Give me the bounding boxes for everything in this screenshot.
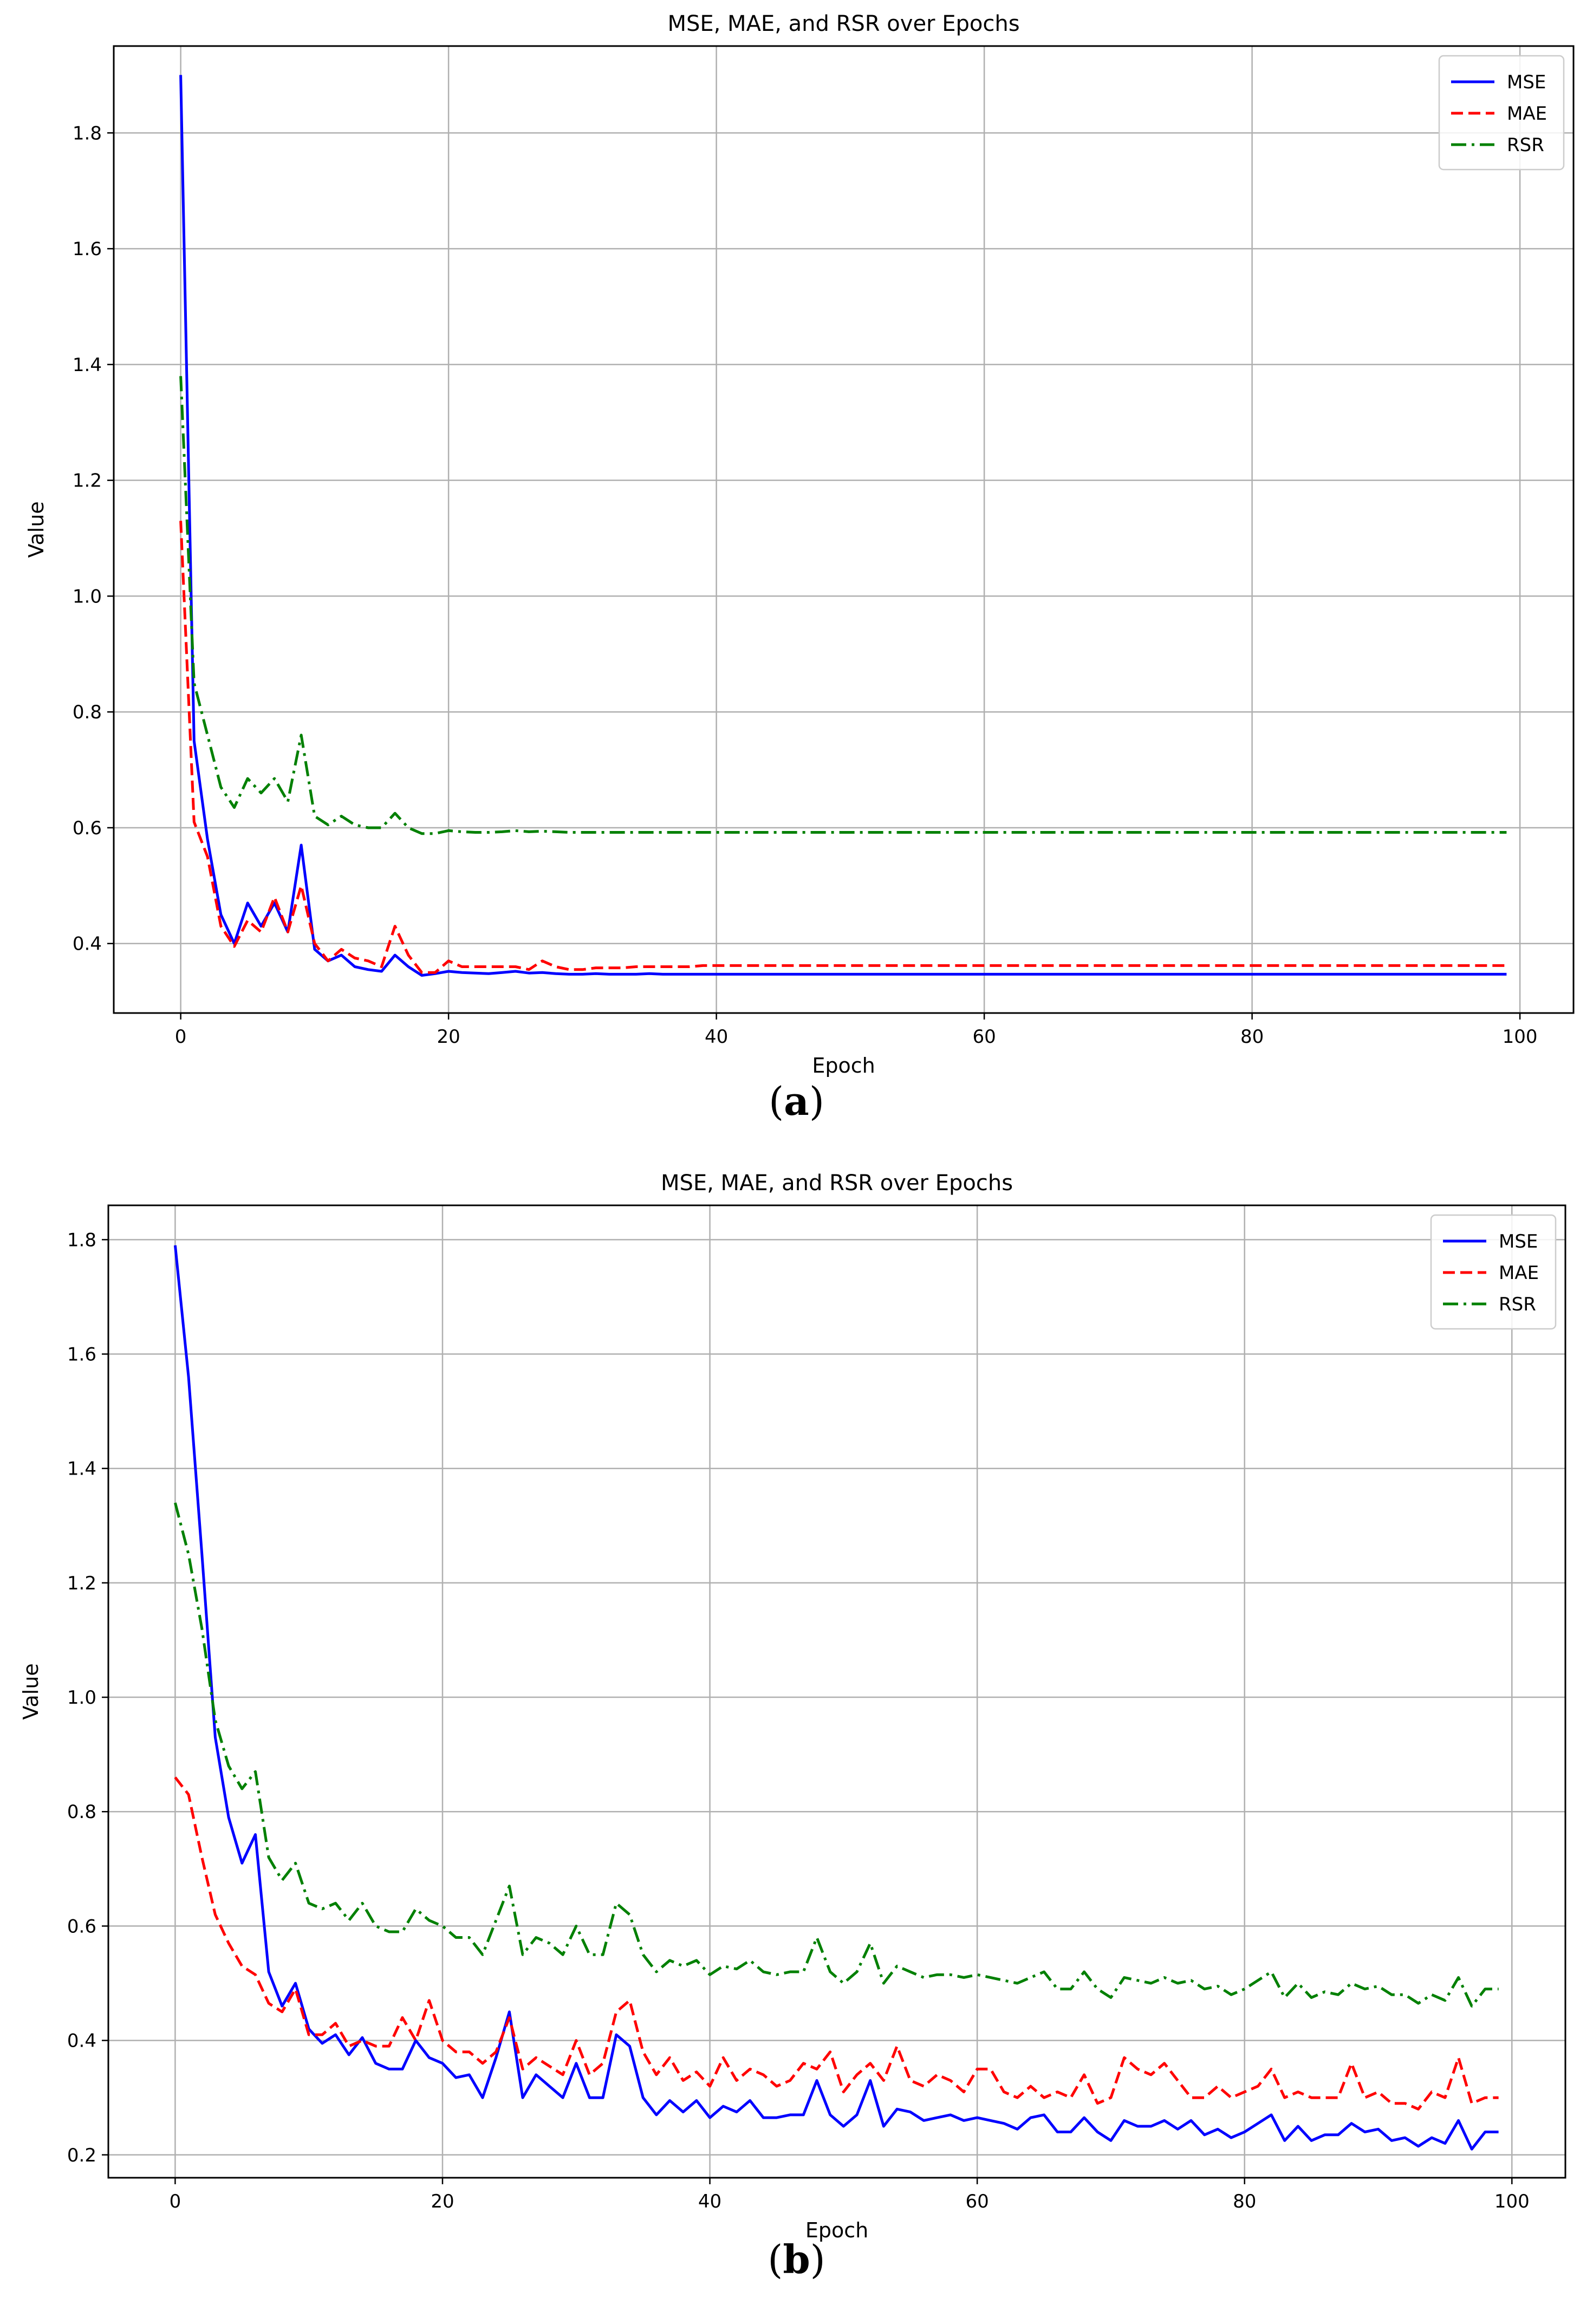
- chart-a-title: MSE, MAE, and RSR over Epochs: [667, 11, 1019, 36]
- chart-b-x-tick-label: 100: [1494, 2191, 1530, 2212]
- chart-b-series-group: [173, 1245, 1499, 2151]
- caption-a-letter: a: [784, 1078, 809, 1124]
- chart-a-x-tick-label: 100: [1503, 1026, 1538, 1048]
- chart-a-x-tick-label: 40: [705, 1026, 728, 1048]
- chart-a-y-tick-label: 0.4: [73, 933, 102, 955]
- chart-a-y-tick-label: 1.6: [73, 238, 102, 260]
- chart-a-y-tick-label: 1.0: [73, 586, 102, 607]
- chart-a-series-group: [179, 75, 1507, 977]
- chart-a-x-tick-label: 0: [175, 1026, 187, 1048]
- chart-b-y-tick-label: 0.4: [67, 2030, 96, 2052]
- chart-a-plot-frame: [113, 45, 1575, 1014]
- chart-b-x-tick-label: 0: [170, 2191, 181, 2212]
- chart-a-y-tick-label: 0.8: [73, 702, 102, 723]
- chart-b-series-rsr: [173, 1502, 1499, 2008]
- chart-b-title: MSE, MAE, and RSR over Epochs: [661, 1171, 1013, 1196]
- chart-b-y-tick-label: 1.6: [67, 1344, 96, 1366]
- chart-panel-a: MSE, MAE, and RSR over Epochs 0 20 40 60 80 10…: [0, 0, 1593, 1159]
- chart-b-legend-box: [1430, 1214, 1557, 1330]
- chart-a-x-tick-label: 20: [437, 1026, 460, 1048]
- caption-b: (b): [768, 2236, 825, 2282]
- chart-b-y-tick-label: 1.4: [67, 1458, 96, 1480]
- chart-panel-b: MSE, MAE, and RSR over Epochs 0 20 40 60 80 10…: [0, 1159, 1593, 2324]
- chart-b-y-tick-label: 1.2: [67, 1573, 96, 1594]
- chart-a-y-tick-label: 1.2: [73, 470, 102, 492]
- chart-a-x-tick-label: 60: [972, 1026, 996, 1048]
- chart-a-legend-box: [1438, 55, 1565, 171]
- chart-b-y-tick-label: 0.8: [67, 1801, 96, 1823]
- chart-b-y-tick-label: 1.8: [67, 1229, 96, 1251]
- chart-a-y-tick-label: 1.8: [73, 122, 102, 144]
- chart-a-series-mse: [179, 75, 1507, 977]
- chart-a: MSE, MAE, and RSR over Epochs 0 20 40 60 80 10…: [24, 11, 1575, 1077]
- caption-a: (a): [769, 1078, 824, 1124]
- chart-b-x-tick-label: 60: [965, 2191, 989, 2212]
- chart-b-y-tick-label: 0.2: [67, 2145, 96, 2166]
- chart-a-y-tick-label: 0.6: [73, 817, 102, 839]
- chart-b-x-tick-label: 80: [1233, 2191, 1256, 2212]
- caption-b-letter: b: [783, 2236, 810, 2282]
- chart-b-x-tick-label: 20: [431, 2191, 454, 2212]
- chart-b-x-tick-label: 40: [698, 2191, 721, 2212]
- chart-a-grid: [114, 46, 1574, 1013]
- chart-a-legend: MSE MAE RSR: [1438, 55, 1565, 171]
- chart-b-legend-label-rsr: RSR: [1499, 1294, 1536, 1315]
- chart-a-legend-label-mae: MAE: [1507, 103, 1547, 125]
- chart-a-x-axis-label: Epoch: [812, 1054, 875, 1077]
- chart-b: MSE, MAE, and RSR over Epochs 0 20 40 60 80 10…: [19, 1171, 1566, 2242]
- chart-b-y-tick-label: 1.0: [67, 1687, 96, 1709]
- chart-a-y-axis-label: Value: [24, 501, 48, 557]
- chart-b-y-axis-label: Value: [19, 1663, 43, 1719]
- chart-b-legend-label-mae: MAE: [1499, 1262, 1539, 1284]
- chart-a-legend-label-rsr: RSR: [1507, 134, 1544, 156]
- chart-a-legend-label-mse: MSE: [1507, 72, 1546, 93]
- chart-b-legend: MSE MAE RSR: [1430, 1214, 1557, 1330]
- chart-b-series-mae: [174, 1776, 1499, 2111]
- chart-a-y-tick-label: 1.4: [73, 354, 102, 376]
- chart-a-series-rsr: [179, 376, 1507, 835]
- chart-a-x-tick-label: 80: [1240, 1026, 1264, 1048]
- chart-b-plot-frame: [107, 1204, 1566, 2179]
- chart-b-y-tick-label: 0.6: [67, 1916, 96, 1937]
- chart-b-grid: [108, 1205, 1565, 2178]
- chart-b-x-axis-label: Epoch: [805, 2218, 868, 2242]
- chart-a-series-mae: [179, 521, 1507, 974]
- chart-b-legend-label-mse: MSE: [1499, 1231, 1538, 1252]
- chart-b-series-mse: [173, 1245, 1499, 2151]
